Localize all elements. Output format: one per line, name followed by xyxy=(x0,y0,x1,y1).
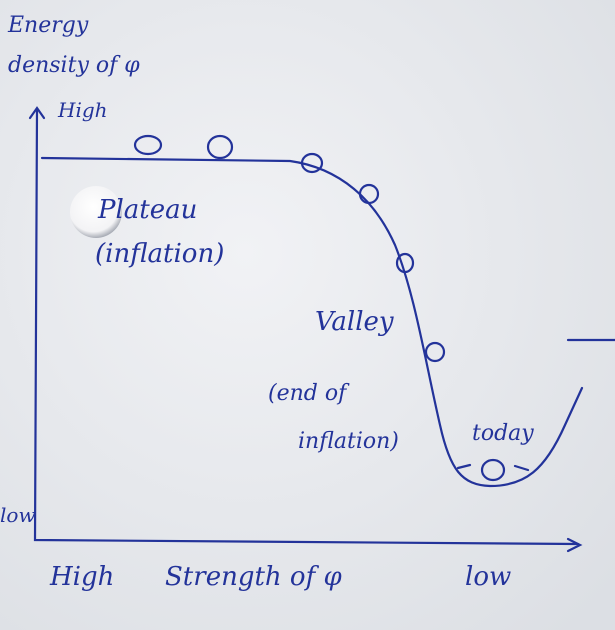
x-label: Strength of φ xyxy=(165,562,342,592)
region-label: inflation) xyxy=(298,429,399,454)
x-arrow xyxy=(566,537,583,553)
ball xyxy=(424,341,446,363)
region-label: (inflation) xyxy=(95,239,224,269)
wiggle-marks xyxy=(456,463,530,472)
paper-hole xyxy=(70,186,122,238)
region-label: (end of xyxy=(268,381,350,406)
y-label-line: Energy xyxy=(7,13,89,38)
ball xyxy=(358,183,380,205)
ink-drawing xyxy=(28,106,615,553)
ball xyxy=(206,134,234,160)
potential-curve xyxy=(40,156,584,488)
y-arrow xyxy=(28,106,46,120)
x-high: High xyxy=(49,562,114,592)
region-label: Valley xyxy=(315,307,394,337)
ball xyxy=(133,134,163,156)
axes-lines xyxy=(33,108,580,546)
ball xyxy=(395,252,415,274)
y-low: low xyxy=(0,503,36,527)
ball xyxy=(480,458,506,482)
ball xyxy=(300,152,324,174)
y-label-line: density of φ xyxy=(8,53,140,78)
region-label: Plateau xyxy=(97,195,197,225)
x-low: low xyxy=(465,562,511,592)
region-label: today xyxy=(472,421,534,446)
y-high: High xyxy=(57,98,108,122)
